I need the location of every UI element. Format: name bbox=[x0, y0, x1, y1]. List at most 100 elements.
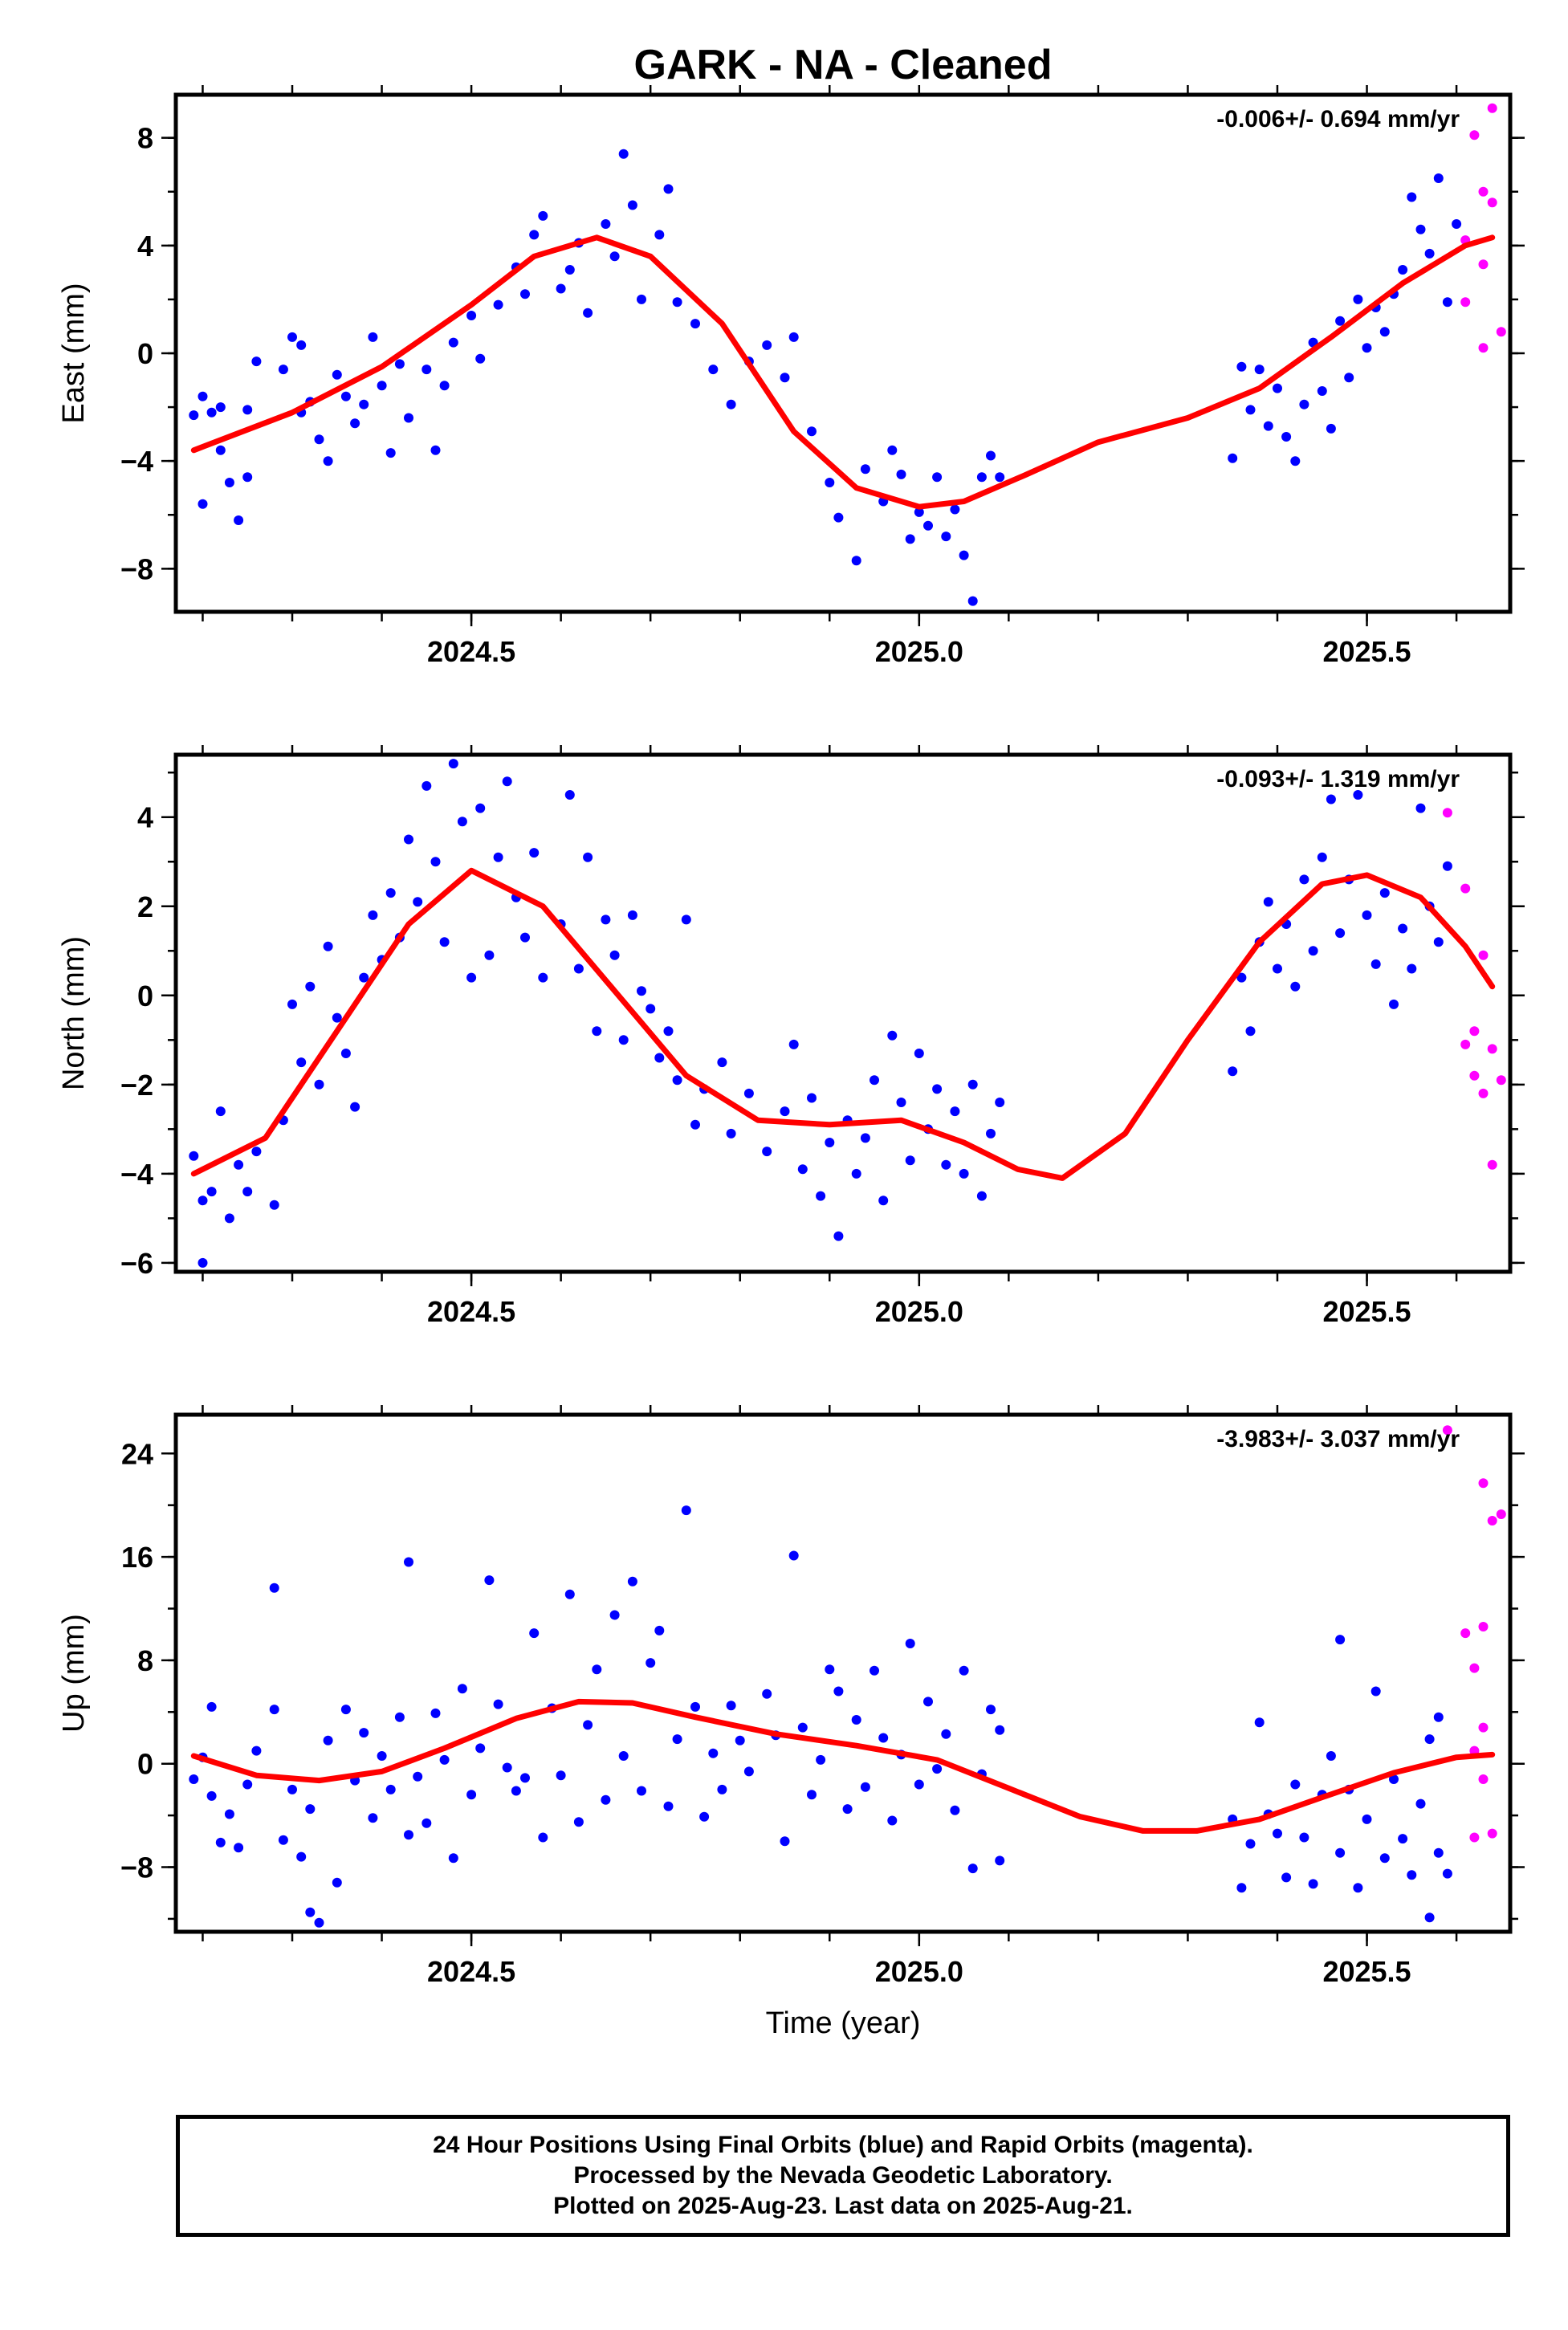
final-orbit-point bbox=[538, 972, 548, 983]
rapid-orbit-point bbox=[1460, 1039, 1471, 1049]
final-orbit-point bbox=[699, 1811, 710, 1822]
final-orbit-point bbox=[914, 1049, 924, 1058]
final-orbit-point bbox=[323, 1735, 333, 1745]
final-orbit-point bbox=[529, 848, 540, 858]
final-orbit-point bbox=[296, 340, 307, 350]
rapid-orbit-point bbox=[1478, 1478, 1489, 1489]
final-orbit-point bbox=[807, 1790, 817, 1800]
final-orbit-point bbox=[234, 1843, 244, 1853]
final-orbit-point bbox=[672, 297, 682, 308]
rapid-orbit-point bbox=[1460, 297, 1471, 308]
panel-frame bbox=[173, 752, 1513, 1274]
final-orbit-point bbox=[959, 1168, 969, 1179]
final-orbit-point bbox=[493, 852, 503, 862]
final-orbit-point bbox=[385, 888, 396, 898]
final-orbit-point bbox=[1245, 1026, 1256, 1037]
final-orbit-point bbox=[1335, 316, 1346, 326]
final-orbit-point bbox=[932, 1084, 943, 1094]
rapid-orbit-point bbox=[1496, 1509, 1506, 1519]
final-orbit-point bbox=[296, 1851, 307, 1862]
final-orbit-point bbox=[1290, 456, 1301, 466]
rapid-orbit-point bbox=[1469, 130, 1480, 141]
final-orbit-point bbox=[475, 1743, 486, 1754]
final-orbit-point bbox=[198, 499, 208, 509]
final-orbit-point bbox=[995, 1098, 1005, 1107]
final-orbit-point bbox=[269, 1583, 279, 1593]
final-orbit-point bbox=[350, 418, 360, 429]
final-orbit-point bbox=[967, 1864, 978, 1874]
fit-line bbox=[190, 867, 1496, 1181]
final-orbit-point bbox=[413, 897, 423, 907]
rapid-orbit-point bbox=[1487, 1516, 1497, 1525]
rapid-orbit-point bbox=[1478, 1722, 1489, 1733]
final-orbit-point bbox=[564, 1589, 575, 1599]
final-orbit-point bbox=[475, 803, 486, 813]
final-orbit-point bbox=[1379, 888, 1390, 898]
final-orbit-point bbox=[609, 950, 620, 960]
final-orbit-point bbox=[646, 1004, 656, 1014]
tick-group: 2024.5 2025.0 2025.5 8 4 0 −4 −8 bbox=[120, 85, 1525, 668]
final-orbit-point bbox=[314, 434, 324, 445]
y-tick-label: −4 bbox=[120, 1158, 153, 1191]
final-orbit-point bbox=[717, 1057, 727, 1068]
caption-line: Plotted on 2025-Aug-23. Last data on 202… bbox=[553, 2193, 1133, 2219]
final-orbit-point bbox=[583, 308, 593, 318]
final-orbit-point bbox=[323, 941, 333, 951]
final-orbit-point bbox=[251, 356, 262, 367]
final-orbit-point bbox=[1362, 343, 1372, 353]
final-orbit-point bbox=[448, 759, 458, 769]
rapid-orbit-point bbox=[1478, 950, 1489, 960]
final-orbit-point bbox=[1290, 981, 1301, 992]
final-orbit-point bbox=[189, 1151, 199, 1161]
rapid-orbit-point bbox=[1496, 327, 1506, 337]
final-orbit-point bbox=[833, 512, 844, 523]
final-orbit-point bbox=[825, 1138, 835, 1147]
final-orbit-point bbox=[932, 1764, 943, 1774]
final-orbit-point bbox=[663, 184, 674, 194]
x-tick-label: 2025.0 bbox=[875, 1955, 963, 1988]
final-orbit-point bbox=[896, 469, 906, 479]
final-orbit-point bbox=[206, 407, 217, 418]
final-orbit-point bbox=[583, 1720, 593, 1730]
final-orbit-point bbox=[851, 1168, 861, 1179]
final-orbit-point bbox=[950, 1805, 960, 1815]
final-orbit-point bbox=[860, 1133, 870, 1143]
final-orbit-point bbox=[385, 448, 396, 458]
final-orbit-point bbox=[314, 1917, 324, 1928]
final-orbit-point bbox=[995, 1855, 1005, 1866]
final-orbit-point bbox=[618, 149, 629, 159]
final-orbit-point bbox=[439, 381, 450, 391]
final-orbit-point bbox=[520, 1773, 530, 1783]
rapid-orbit-point bbox=[1487, 1159, 1497, 1170]
final-orbit-point bbox=[914, 507, 924, 517]
final-orbit-point bbox=[618, 1751, 629, 1761]
final-orbit-point bbox=[780, 1836, 790, 1847]
final-orbit-point bbox=[1245, 405, 1256, 415]
final-orbit-point bbox=[520, 932, 530, 943]
point-group bbox=[189, 1425, 1506, 1928]
final-orbit-point bbox=[475, 353, 486, 364]
final-orbit-point bbox=[923, 520, 933, 531]
rapid-orbit-point bbox=[1487, 1044, 1497, 1054]
final-orbit-point bbox=[860, 1782, 870, 1792]
y-axis-label: North (mm) bbox=[57, 936, 91, 1090]
final-orbit-point bbox=[627, 200, 637, 210]
final-orbit-point bbox=[422, 780, 432, 791]
final-orbit-point bbox=[1362, 1814, 1372, 1824]
final-orbit-point bbox=[601, 914, 611, 925]
final-orbit-point bbox=[1254, 1717, 1265, 1728]
final-orbit-point bbox=[466, 311, 477, 320]
final-orbit-point bbox=[448, 1853, 458, 1864]
fit-line bbox=[190, 1698, 1496, 1834]
final-orbit-point bbox=[959, 1665, 969, 1676]
final-orbit-point bbox=[609, 1610, 620, 1620]
final-orbit-point bbox=[1317, 386, 1327, 396]
final-orbit-point bbox=[206, 1701, 217, 1712]
final-orbit-point bbox=[278, 365, 288, 375]
panel-east: 2024.5 2025.0 2025.5 8 4 0 −4 −8 -0.006+/- 0.69… bbox=[57, 85, 1525, 668]
final-orbit-point bbox=[502, 1762, 512, 1773]
y-tick-label: −8 bbox=[120, 552, 153, 585]
final-orbit-point bbox=[1273, 1828, 1282, 1839]
x-axis-label: Time (year) bbox=[766, 2006, 921, 2040]
final-orbit-point bbox=[1379, 1853, 1390, 1864]
